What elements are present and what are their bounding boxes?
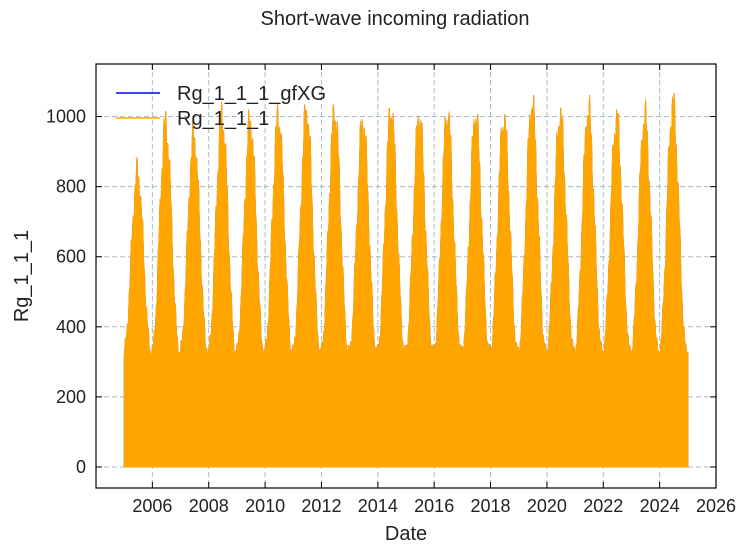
x-tick-label: 2006 [132, 496, 172, 516]
x-tick-label: 2024 [640, 496, 680, 516]
chart-title: Short-wave incoming radiation [260, 8, 529, 30]
y-tick-label: 600 [56, 247, 86, 267]
y-tick-label: 1000 [46, 107, 86, 127]
x-tick-label: 2014 [358, 496, 398, 516]
x-tick-label: 2026 [696, 496, 736, 516]
y-tick-label: 800 [56, 177, 86, 197]
legend: Rg_1_1_1_gfXG Rg_1_1_1 [116, 83, 326, 130]
y-tick-label: 200 [56, 387, 86, 407]
y-tick-label: 400 [56, 317, 86, 337]
x-tick-label: 2012 [301, 496, 341, 516]
x-tick-label: 2016 [414, 496, 454, 516]
y-axis-label: Rg_1_1_1 [11, 230, 33, 322]
series-line-1 [123, 92, 689, 468]
x-axis-label: Date [385, 523, 427, 545]
legend-label-0: Rg_1_1_1_gfXG [177, 83, 326, 105]
y-tick-label: 0 [76, 457, 86, 477]
x-tick-label: 2020 [527, 496, 567, 516]
x-tick-label: 2022 [583, 496, 623, 516]
legend-label-1: Rg_1_1_1 [177, 108, 269, 130]
x-tick-label: 2008 [189, 496, 229, 516]
x-tick-label: 2018 [471, 496, 511, 516]
x-tick-label: 2010 [245, 496, 285, 516]
ticks: 2006 2008 2010 2012 2014 2016 2018 2020 2022 2024… [46, 64, 736, 516]
series-layer [123, 92, 689, 468]
plot-frame [95, 63, 717, 489]
